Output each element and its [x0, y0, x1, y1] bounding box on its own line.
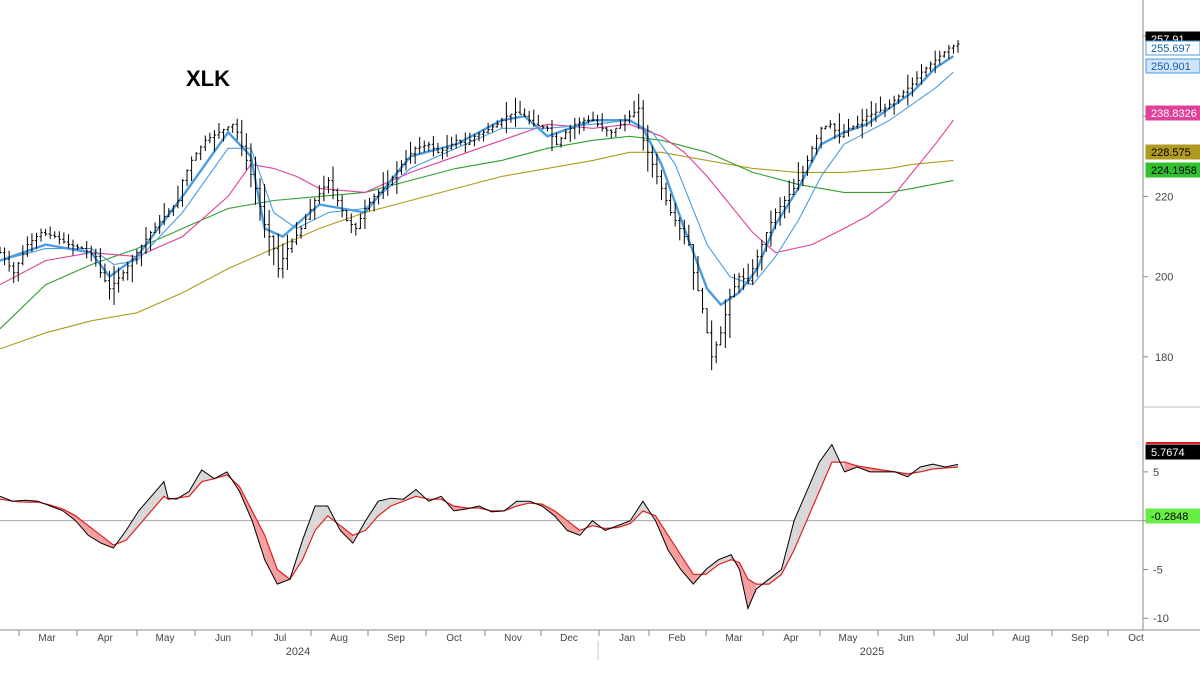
osc-fill: [718, 554, 732, 565]
tag-signal: -0.2848: [1145, 508, 1200, 524]
osc-fill: [554, 510, 568, 531]
x-tick-label: Dec: [560, 633, 578, 644]
osc-fill: [88, 525, 101, 544]
osc-fill: [151, 481, 164, 511]
osc-tick-label: -5: [1153, 564, 1163, 576]
osc-fill: [920, 464, 933, 472]
ma-green-line: [0, 135, 954, 330]
osc-fill: [315, 506, 328, 531]
y-tick-label: 180: [1155, 352, 1173, 364]
osc-fill: [75, 515, 89, 536]
tag-ma-fast-text: 255.697: [1151, 43, 1191, 55]
x-tick-label: May: [839, 633, 858, 644]
x-tick-label: May: [156, 633, 175, 644]
x-tick-label: Aug: [330, 633, 348, 644]
osc-fill: [252, 510, 265, 560]
x-tick-label: Aug: [1012, 633, 1030, 644]
y-tick-label: 200: [1155, 272, 1173, 284]
oscillator-line: [0, 443, 959, 611]
osc-fill: [794, 491, 807, 550]
x-tick-label: Jun: [215, 633, 231, 644]
osc-fill: [201, 470, 215, 482]
tag-oscillator-text: 5.7674: [1151, 447, 1185, 459]
tag-ma-olive: 228.575: [1145, 144, 1200, 160]
year-label: 2025: [860, 646, 884, 658]
tag-ma-green-text: 224.1958: [1151, 165, 1197, 177]
osc-fill: [567, 520, 580, 536]
tag-ma-green: 224.1958: [1145, 162, 1200, 178]
x-tick-label: Mar: [38, 633, 56, 644]
osc-fill: [768, 569, 782, 585]
ma-olive-line: [0, 151, 954, 350]
osc-fill: [264, 535, 278, 585]
osc-fill: [390, 498, 404, 506]
x-tick-label: Jun: [898, 633, 914, 644]
osc-fill: [365, 501, 379, 531]
x-tick-label: Nov: [504, 633, 522, 644]
y-tick-label: 220: [1155, 191, 1173, 203]
osc-fill: [747, 579, 757, 609]
x-tick-label: Apr: [97, 633, 113, 644]
osc-fill: [806, 462, 820, 521]
osc-fill: [705, 559, 719, 575]
x-tick-label: Jul: [956, 633, 969, 644]
year-label: 2024: [286, 646, 310, 658]
x-tick-label: Mar: [725, 633, 743, 644]
x-tick-label: Oct: [1128, 633, 1144, 644]
signal-line: [0, 461, 959, 585]
x-tick-label: Feb: [668, 633, 686, 644]
tag-ma-slow-text: 250.901: [1151, 61, 1191, 73]
osc-fill: [138, 496, 152, 526]
tag-ma-pink: 238.8326: [1145, 105, 1200, 121]
osc-fill: [378, 498, 391, 516]
x-tick-label: Sep: [387, 633, 405, 644]
osc-fill: [302, 506, 316, 560]
tag-ma-pink-text: 238.8326: [1151, 108, 1197, 120]
tag-oscillator: 5.7674: [1145, 444, 1200, 460]
chart-title: XLK: [186, 66, 230, 91]
osc-fill: [844, 462, 858, 472]
osc-fill: [126, 510, 139, 541]
x-tick-label: Apr: [783, 633, 799, 644]
osc-tick-label: -10: [1153, 613, 1169, 625]
osc-fill: [819, 444, 832, 492]
osc-fill: [340, 525, 353, 544]
osc-fill: [680, 554, 694, 585]
tag-ma-slow: 250.901: [1145, 58, 1200, 74]
tag-ma-olive-text: 228.575: [1151, 147, 1191, 159]
osc-tick-label: 5: [1153, 467, 1159, 479]
x-tick-label: Sep: [1071, 633, 1089, 644]
osc-fill: [277, 569, 290, 585]
x-tick-label: Jan: [619, 633, 635, 644]
x-tick-label: Jul: [274, 633, 287, 644]
osc-fill: [453, 506, 467, 511]
osc-fill: [668, 535, 681, 570]
osc-fill: [189, 470, 202, 497]
tag-signal-text: -0.2848: [1151, 511, 1188, 523]
tag-ma-fast: 255.697: [1145, 40, 1200, 56]
x-tick-label: Oct: [446, 633, 462, 644]
